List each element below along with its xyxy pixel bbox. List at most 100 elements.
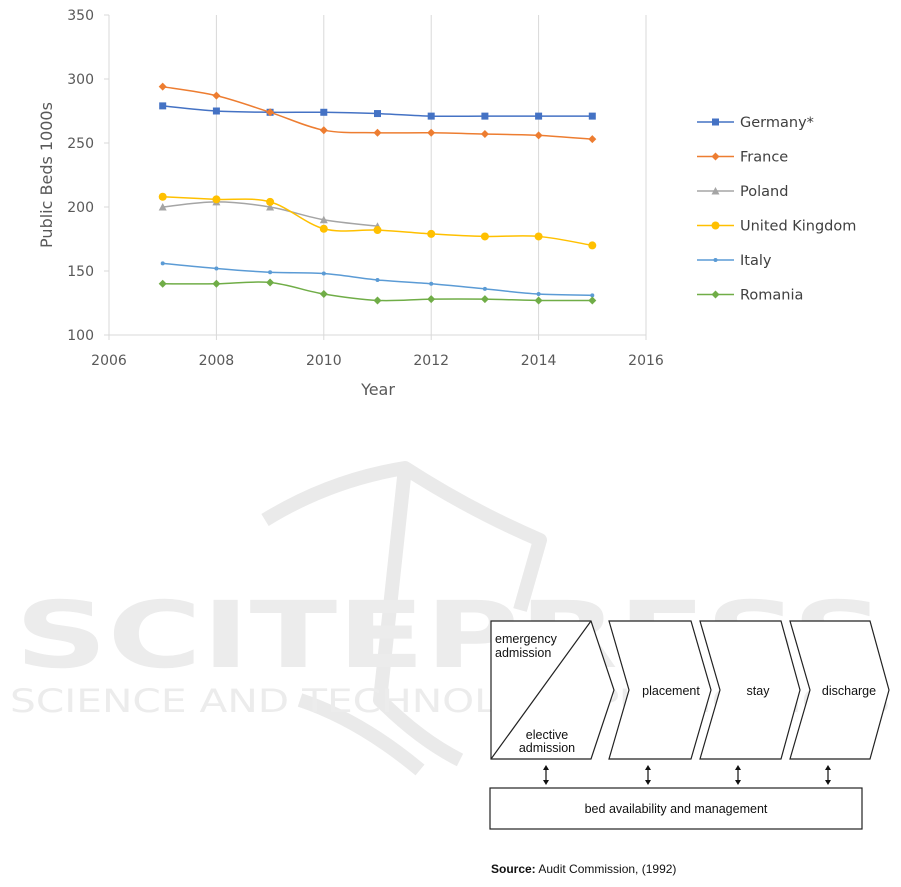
legend-item-romania: Romania — [697, 288, 803, 304]
data-point-united-kingdom — [373, 226, 382, 235]
x-axis-title: Year — [360, 380, 395, 399]
chart-legend: Germany* France Poland United Kingdom Italy R… — [697, 115, 856, 304]
double-arrows — [543, 765, 831, 785]
double-arrow-icon — [645, 765, 651, 785]
data-point-poland — [158, 203, 167, 211]
y-tick-label: 350 — [67, 8, 94, 24]
legend-marker-romania — [711, 290, 720, 299]
data-point-france — [427, 128, 436, 137]
y-tick-label: 100 — [67, 328, 94, 344]
data-point-romania — [266, 278, 275, 287]
data-point-romania — [319, 290, 328, 299]
data-point-italy — [214, 266, 219, 271]
legend-item-poland: Poland — [697, 184, 788, 200]
source-label: Source: — [491, 862, 536, 876]
data-point-germany — [320, 108, 328, 116]
data-point-germany — [159, 102, 167, 110]
legend-marker-germany — [712, 118, 719, 126]
data-point-france — [212, 91, 221, 100]
x-tick-label: 2008 — [199, 353, 235, 369]
legend-label-united-kingdom: United Kingdom — [740, 219, 856, 235]
legend-label-germany: Germany* — [740, 115, 814, 131]
x-tick-label: 2010 — [306, 353, 342, 369]
data-point-united-kingdom — [534, 232, 543, 241]
chart-series — [158, 82, 597, 305]
legend-marker-italy — [713, 258, 718, 262]
data-point-germany — [212, 107, 220, 115]
y-tick-label: 150 — [67, 264, 94, 280]
data-point-united-kingdom — [588, 241, 597, 250]
data-point-france — [373, 128, 382, 137]
elective-label-line2: admission — [519, 741, 575, 755]
legend-item-france: France — [697, 150, 788, 166]
data-point-italy — [375, 277, 380, 282]
series-romania — [158, 278, 597, 305]
data-point-italy — [321, 271, 326, 276]
data-point-united-kingdom — [427, 229, 436, 238]
admission-divider — [490, 620, 592, 760]
data-point-france — [158, 82, 167, 91]
data-point-france — [319, 126, 328, 135]
y-tick-label: 300 — [67, 72, 94, 88]
emergency-label-line2: admission — [495, 646, 551, 660]
placement-chevron — [608, 620, 712, 760]
data-point-romania — [588, 296, 597, 305]
book-logo-icon — [261, 461, 547, 776]
legend-label-france: France — [740, 150, 788, 166]
stay-chevron — [699, 620, 801, 760]
double-arrow-icon — [543, 765, 549, 785]
legend-marker-france — [711, 152, 720, 161]
legend-label-italy: Italy — [740, 253, 772, 269]
data-point-germany — [427, 112, 435, 120]
discharge-label: discharge — [822, 684, 876, 698]
line-chart: 2006 2008 2010 2012 2014 2016 100 150 200 250 300… — [37, 8, 856, 399]
x-tick-label: 2006 — [91, 353, 127, 369]
legend-label-poland: Poland — [740, 184, 788, 200]
x-tick-label: 2014 — [521, 353, 557, 369]
legend-label-romania: Romania — [740, 288, 803, 304]
data-point-italy — [160, 261, 165, 266]
y-tick-label: 250 — [67, 136, 94, 152]
bed-availability-label: bed availability and management — [585, 802, 768, 816]
source-text: Audit Commission, (1992) — [538, 862, 677, 876]
legend-item-germany: Germany* — [697, 115, 814, 131]
data-point-romania — [534, 296, 543, 305]
y-tick-labels: 100 150 200 250 300 350 — [67, 8, 94, 344]
data-point-united-kingdom — [480, 232, 489, 241]
data-point-romania — [480, 295, 489, 304]
stay-label: stay — [747, 684, 771, 698]
data-point-italy — [268, 270, 273, 275]
data-point-italy — [590, 293, 595, 298]
series-italy — [160, 261, 595, 298]
data-point-romania — [212, 279, 221, 288]
data-point-france — [588, 135, 597, 144]
data-point-united-kingdom — [266, 197, 275, 206]
series-france — [158, 82, 597, 144]
data-point-romania — [158, 279, 167, 288]
source-caption: Source: Audit Commission, (1992) — [491, 862, 676, 876]
legend-item-italy: Italy — [697, 253, 772, 269]
data-point-poland — [266, 203, 275, 211]
x-tick-label: 2016 — [628, 353, 664, 369]
x-tick-labels: 2006 2008 2010 2012 2014 2016 — [91, 353, 664, 369]
x-tick-label: 2012 — [413, 353, 449, 369]
double-arrow-icon — [825, 765, 831, 785]
bed-availability-box — [489, 787, 863, 830]
data-point-italy — [482, 286, 487, 291]
data-point-romania — [373, 296, 382, 305]
data-point-united-kingdom — [319, 224, 328, 233]
data-point-france — [534, 131, 543, 140]
data-point-germany — [481, 112, 489, 120]
data-point-france — [266, 108, 275, 117]
data-point-poland — [319, 215, 328, 224]
elective-label-line1: elective — [526, 728, 568, 742]
data-point-united-kingdom — [212, 195, 221, 204]
legend-item-united-kingdom: United Kingdom — [697, 219, 856, 235]
placement-label: placement — [642, 684, 700, 698]
legend-marker-united-kingdom — [711, 221, 720, 230]
data-point-italy — [429, 281, 434, 286]
y-axis-title: Public Beds 1000s — [37, 102, 56, 248]
series-united-kingdom — [158, 192, 597, 250]
legend-marker-poland — [711, 187, 720, 195]
